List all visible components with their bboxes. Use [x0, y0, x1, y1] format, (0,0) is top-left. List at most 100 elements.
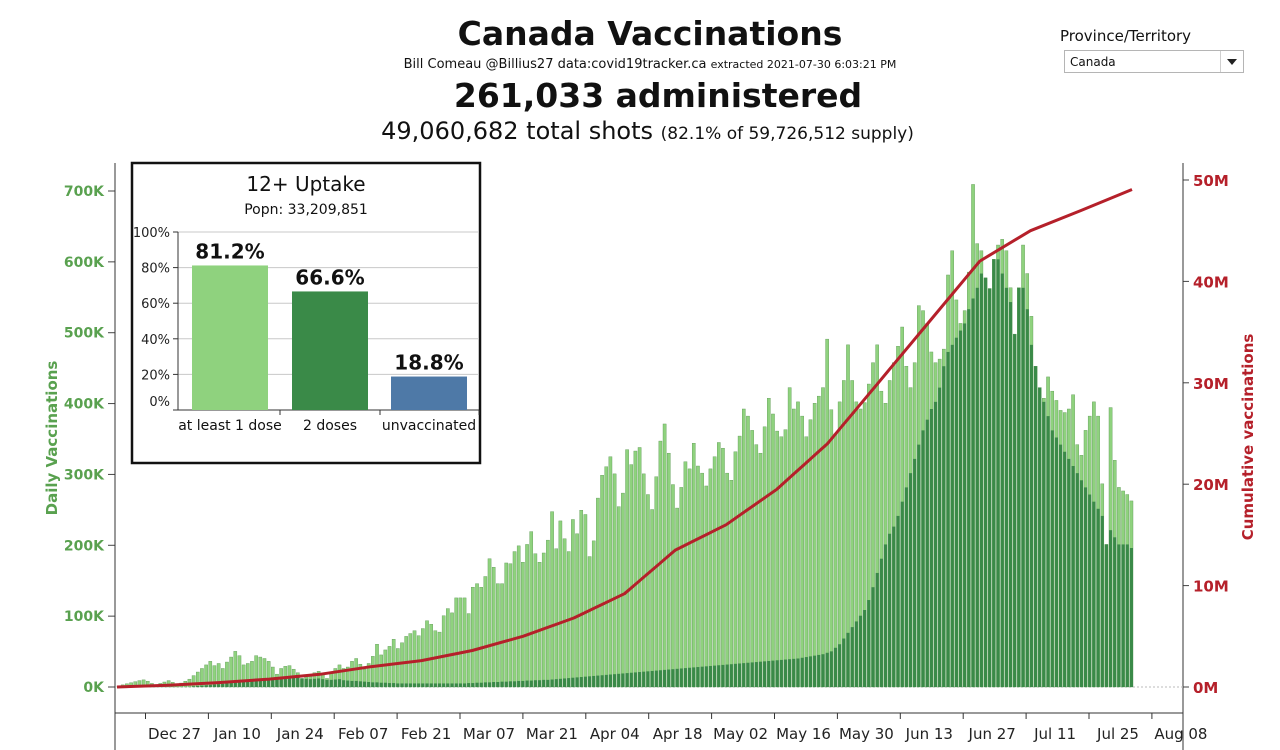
second-dose-bar [487, 682, 492, 687]
second-dose-bar [875, 572, 879, 687]
second-dose-bar [888, 533, 892, 687]
x-tick-label: May 16 [776, 725, 831, 743]
daily-bar [625, 449, 629, 688]
daily-bar [646, 494, 650, 688]
daily-bar [591, 540, 596, 688]
second-dose-bar [525, 680, 529, 687]
daily-bar [804, 436, 809, 688]
daily-bar [671, 484, 675, 688]
second-dose-bar [950, 344, 954, 687]
daily-bar [537, 562, 542, 688]
second-dose-bar [1117, 544, 1121, 687]
second-dose-bar [833, 647, 838, 687]
second-dose-bar [808, 656, 813, 687]
daily-bar [633, 450, 638, 688]
second-dose-bar [733, 663, 738, 687]
x-tick-label: May 02 [713, 725, 768, 743]
second-dose-bar [1008, 302, 1013, 687]
second-dose-bar [200, 685, 204, 687]
second-dose-bar [221, 683, 225, 687]
daily-bar [708, 468, 713, 688]
second-dose-bar [725, 664, 729, 687]
daily-bar [829, 409, 834, 688]
province-filter-dropdown[interactable]: Canada [1064, 50, 1244, 73]
second-dose-bar [271, 679, 275, 687]
second-dose-bar [246, 681, 250, 687]
page-title: Canada Vaccinations [457, 14, 843, 53]
second-dose-bar [792, 658, 796, 687]
second-dose-bar [617, 673, 621, 687]
daily-bar [500, 583, 504, 688]
y-tick-label: 100K [64, 609, 105, 625]
province-filter-value: Canada [1070, 55, 1116, 69]
daily-bar [483, 576, 488, 688]
daily-bar [721, 447, 725, 688]
daily-bar [604, 466, 609, 688]
second-dose-bar [479, 682, 483, 687]
daily-bar [746, 415, 750, 688]
second-dose-bar [342, 680, 346, 687]
second-dose-bar [696, 667, 700, 687]
second-dose-bar [646, 671, 650, 687]
second-dose-bar [604, 674, 608, 687]
second-dose-bar [283, 678, 287, 687]
second-dose-bar [1050, 430, 1054, 687]
second-dose-bar [967, 309, 971, 687]
daily-bar [821, 387, 825, 688]
daily-bar [525, 544, 529, 688]
second-dose-bar [408, 683, 412, 687]
province-filter-label: Province/Territory [1060, 27, 1192, 45]
daily-bar [817, 395, 821, 688]
second-dose-bar [854, 621, 858, 687]
x-tick-label: Jul 25 [1096, 725, 1139, 743]
y-tick-label: 200K [64, 538, 105, 554]
uptake-y-tick-label: 0% [149, 395, 170, 410]
second-dose-bar [521, 680, 525, 687]
second-dose-bar [863, 610, 867, 687]
y-tick-label: 300K [64, 467, 105, 483]
second-dose-bar [579, 677, 583, 687]
second-dose-bar [979, 273, 983, 687]
second-dose-bar [542, 679, 546, 687]
daily-bar [583, 514, 588, 688]
second-dose-bar [1075, 473, 1079, 687]
second-dose-bar [633, 672, 638, 687]
daily-bar [600, 475, 604, 688]
second-dose-bar [638, 672, 642, 687]
daily-bar [775, 430, 779, 688]
daily-bar [825, 338, 829, 688]
second-dose-bar [971, 298, 975, 687]
second-dose-bar [829, 651, 833, 687]
second-dose-bar [671, 669, 675, 687]
second-dose-bar [704, 666, 708, 687]
x-tick-label: Mar 21 [526, 725, 578, 743]
y-tick-label: 0K [83, 680, 105, 696]
second-dose-bar [692, 667, 696, 687]
daily-bar [787, 387, 792, 688]
second-dose-bar [904, 487, 908, 687]
daily-bar [383, 649, 388, 688]
second-dose-bar [346, 680, 350, 687]
uptake-bar [292, 291, 368, 410]
daily-bar [758, 452, 763, 688]
x-tick-label: Jun 13 [905, 725, 953, 743]
chevron-down-icon[interactable] [1220, 51, 1243, 72]
second-dose-bar [942, 366, 946, 687]
daily-bar [471, 587, 475, 688]
second-dose-bar [546, 679, 550, 687]
second-dose-bar [275, 679, 279, 687]
second-dose-bar [1071, 466, 1075, 687]
second-dose-bar [404, 683, 408, 687]
second-dose-bar [308, 679, 312, 687]
x-tick-label: Mar 07 [463, 725, 515, 743]
second-dose-bar [838, 644, 842, 687]
second-dose-bar [454, 683, 458, 687]
second-dose-bar [292, 677, 296, 687]
second-dose-bar [279, 678, 283, 687]
daily-bar [792, 408, 796, 688]
second-dose-bar [842, 638, 846, 687]
second-dose-bar [804, 657, 808, 687]
second-dose-bar [754, 662, 758, 687]
daily-bar [446, 608, 450, 688]
second-dose-bar [267, 679, 271, 687]
